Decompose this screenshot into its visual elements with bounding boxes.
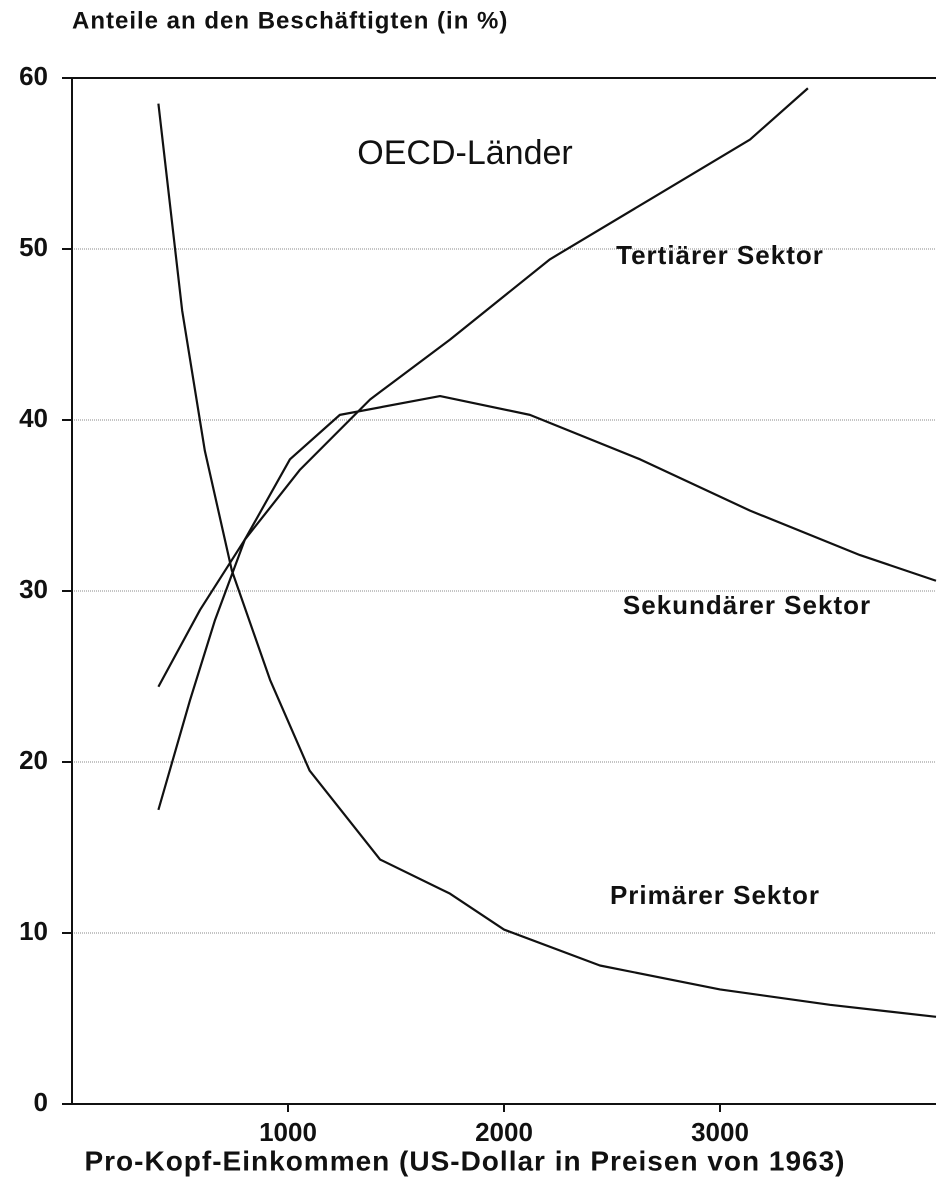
- chart-title: OECD-Länder: [357, 134, 572, 172]
- y-tick-label: 10: [19, 916, 48, 946]
- series-label: Primärer Sektor: [610, 880, 820, 910]
- series-label: Tertiärer Sektor: [616, 240, 824, 270]
- series-label: Sekundärer Sektor: [623, 590, 871, 620]
- x-tick-label: 2000: [475, 1117, 533, 1147]
- y-tick-label: 40: [19, 403, 48, 433]
- series-line: [157, 103, 937, 1018]
- y-axis-label: Anteile an den Beschäftigten (in %): [72, 7, 508, 34]
- series-line: [157, 87, 809, 688]
- y-tick-label: 0: [34, 1087, 48, 1117]
- y-tick-label: 30: [19, 574, 48, 604]
- x-axis-label: Pro-Kopf-Einkommen (US-Dollar in Preisen…: [84, 1145, 845, 1176]
- series-line: [157, 394, 937, 811]
- x-tick-label: 3000: [691, 1117, 749, 1147]
- y-tick-label: 20: [19, 745, 48, 775]
- y-tick-label: 60: [19, 61, 48, 91]
- x-tick-label: 1000: [259, 1117, 317, 1147]
- y-tick-label: 50: [19, 232, 48, 262]
